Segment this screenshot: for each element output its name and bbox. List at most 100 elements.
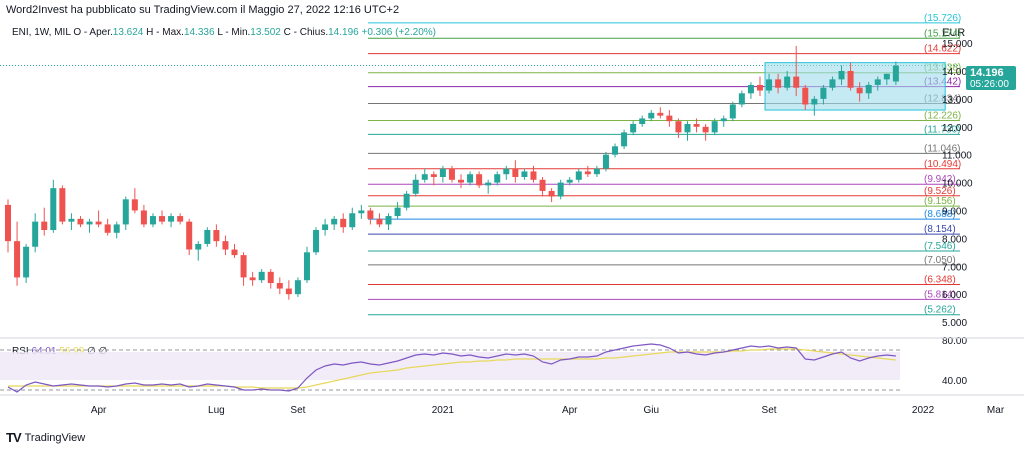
candle-body (448, 168, 455, 180)
candle-body (584, 171, 591, 175)
candle-body (756, 84, 763, 91)
candle-body (485, 182, 492, 186)
candle-body (168, 216, 175, 222)
price-tick-label: 11.000 (942, 151, 972, 162)
time-tick-label: Apr (91, 405, 107, 416)
candle-body (657, 112, 664, 116)
candle-body (376, 218, 383, 225)
candle-body (612, 146, 619, 155)
change-value: +0.306 (+2.20%) (361, 27, 436, 38)
rsi-label[interactable]: RSI (12, 346, 29, 357)
candle-body (430, 174, 437, 177)
candle-body (439, 168, 446, 177)
candle-body (349, 213, 356, 228)
candle-body (530, 171, 537, 180)
open-label: O - Aper. (73, 27, 113, 38)
candle-body (403, 193, 410, 208)
candle-body (285, 288, 292, 295)
candle-body (648, 112, 655, 119)
level-label: (7.546) (924, 241, 956, 252)
candle-body (59, 188, 66, 222)
rsi-value: 64.01 (31, 346, 57, 357)
candle-body (412, 179, 419, 194)
candle-body (131, 199, 138, 211)
candle-body (95, 221, 102, 225)
high-value: 14.336 (183, 27, 215, 38)
candle-body (476, 174, 483, 186)
rsi-legend: RSI 64.01 56.99 ∅ ∅ (12, 346, 107, 357)
price-tick-label: 9.000 (942, 206, 967, 217)
candle-body (394, 207, 401, 217)
currency-unit: EUR (942, 27, 966, 39)
time-tick-label: Giu (643, 405, 659, 416)
candle-body (512, 168, 519, 177)
candle-body (467, 174, 474, 183)
low-label: L - Min. (217, 27, 251, 38)
candle-body (892, 65, 899, 82)
level-label: (8.688) (924, 209, 956, 220)
open-value: 13.624 (112, 27, 144, 38)
ohlc-legend: ENI, 1W, MIL O - Aper.13.624 H - Max.14.… (12, 27, 436, 38)
candle-body (793, 76, 800, 88)
level-label: (11.730) (924, 124, 961, 135)
tradingview-logo-icon: TV (6, 430, 22, 445)
candle-body (177, 216, 184, 222)
last-price-countdown: 05:26:00 (970, 79, 1009, 90)
candle-body (213, 230, 220, 242)
candle-body (684, 124, 691, 133)
candle-body (240, 255, 247, 278)
candle-body (204, 230, 211, 244)
level-label: (13.938) (924, 63, 961, 74)
candle-body (104, 224, 111, 233)
candle-body (322, 224, 329, 230)
candle-body (829, 79, 836, 88)
publisher-line: Word2Invest ha pubblicato su TradingView… (6, 4, 400, 16)
candle-body (294, 280, 301, 295)
candle-body (702, 126, 709, 133)
candle-body (159, 216, 166, 222)
price-tick-label: 14.000 (942, 67, 973, 78)
level-label: (5.262) (924, 305, 956, 316)
candle-body (666, 115, 673, 122)
candle-body (548, 190, 555, 197)
candle-body (41, 221, 48, 230)
candle-body (784, 76, 791, 88)
time-tick-label: Apr (562, 405, 578, 416)
candle-body (32, 221, 39, 247)
candle-body (50, 188, 57, 230)
candle-body (747, 84, 754, 94)
level-label: (6.348) (924, 274, 956, 285)
candle-body (883, 73, 890, 80)
time-tick-label: 2022 (912, 405, 935, 416)
time-tick-label: Mar (987, 405, 1005, 416)
low-value: 13.502 (250, 27, 281, 38)
candle-body (566, 179, 573, 183)
candle-body (86, 221, 93, 225)
footer-brand: TV TradingView (6, 430, 85, 445)
price-tick-label: 8.000 (942, 234, 967, 245)
candle-body (575, 171, 582, 180)
candle-body (494, 174, 501, 183)
candle-body (77, 218, 84, 225)
last-price-value: 14.196 (970, 67, 1004, 79)
candle-body (503, 168, 510, 175)
candle-body (521, 171, 528, 177)
rsi-pane-background (0, 352, 900, 380)
level-label: (7.050) (924, 255, 956, 266)
price-tick-label: 7.000 (942, 262, 967, 273)
candle-body (621, 132, 628, 147)
candle-body (593, 168, 600, 175)
candle-body (458, 179, 464, 183)
candle-body (856, 87, 863, 94)
candle-body (766, 79, 773, 91)
candle-body (267, 271, 274, 283)
close-value: 14.196 (328, 27, 359, 38)
level-label: (9.156) (924, 196, 956, 207)
candle-body (14, 241, 21, 278)
price-tick-label: 10.000 (942, 179, 973, 190)
symbol-label[interactable]: ENI, 1W, MIL (12, 27, 71, 38)
candle-body (113, 224, 120, 233)
time-tick-label: 2021 (432, 405, 455, 416)
candle-body (557, 182, 564, 197)
